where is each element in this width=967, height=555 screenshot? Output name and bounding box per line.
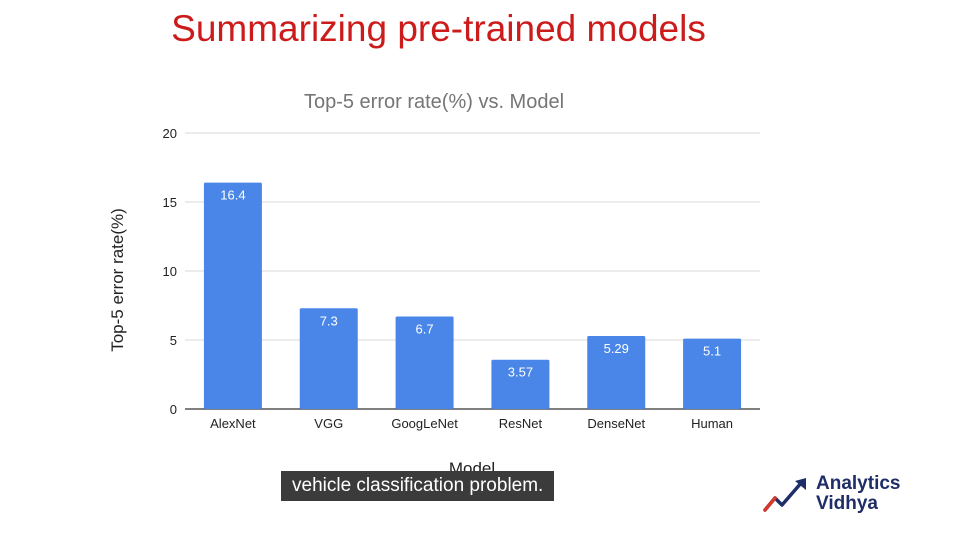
bar-data-label: 5.29 xyxy=(604,341,629,356)
bar-data-label: 16.4 xyxy=(220,188,245,203)
x-tick-label: GoogLeNet xyxy=(391,416,458,431)
x-tick-labels: AlexNet VGG GoogLeNet ResNet DenseNet Human xyxy=(210,416,733,431)
logo-text-line2: Vidhya xyxy=(816,493,878,514)
slide-title: Summarizing pre-trained models xyxy=(171,8,706,49)
subtitle-caption: vehicle classification problem. xyxy=(281,471,555,501)
y-tick-label: 5 xyxy=(170,333,177,348)
bar-densenet xyxy=(587,335,646,409)
bar-vgg xyxy=(299,308,358,409)
bar-data-labels: 16.4 7.3 6.7 3.57 5.29 5.1 xyxy=(220,188,721,380)
logo-text: Analytics Vidhya xyxy=(816,474,900,514)
bar-googlenet xyxy=(395,316,454,409)
x-tick-label: Human xyxy=(691,416,733,431)
y-tick-label: 10 xyxy=(163,264,177,279)
bar-data-label: 6.7 xyxy=(416,322,434,337)
bar-data-label: 7.3 xyxy=(320,313,338,328)
bar-data-label: 5.1 xyxy=(703,344,721,359)
bar-human xyxy=(683,338,742,409)
y-tick-labels: 0 5 10 15 20 xyxy=(163,126,177,417)
bar-data-label: 3.57 xyxy=(508,365,533,380)
gridlines xyxy=(185,132,760,410)
y-tick-label: 0 xyxy=(170,402,177,417)
chart-title: Top-5 error rate(%) vs. Model xyxy=(304,91,564,113)
analytics-vidhya-logo: Analytics Vidhya xyxy=(762,474,932,518)
bar-resnet xyxy=(491,359,550,409)
y-tick-label: 20 xyxy=(163,126,177,141)
trend-arrow-icon xyxy=(763,478,806,512)
x-tick-label: ResNet xyxy=(499,416,543,431)
y-tick-label: 15 xyxy=(163,195,177,210)
bar-alexnet xyxy=(203,182,262,409)
logo-text-line1: Analytics xyxy=(816,473,901,494)
x-tick-label: VGG xyxy=(314,416,343,431)
x-tick-label: DenseNet xyxy=(587,416,645,431)
y-axis-label: Top-5 error rate(%) xyxy=(108,208,127,352)
bars xyxy=(203,182,742,409)
x-tick-label: AlexNet xyxy=(210,416,256,431)
